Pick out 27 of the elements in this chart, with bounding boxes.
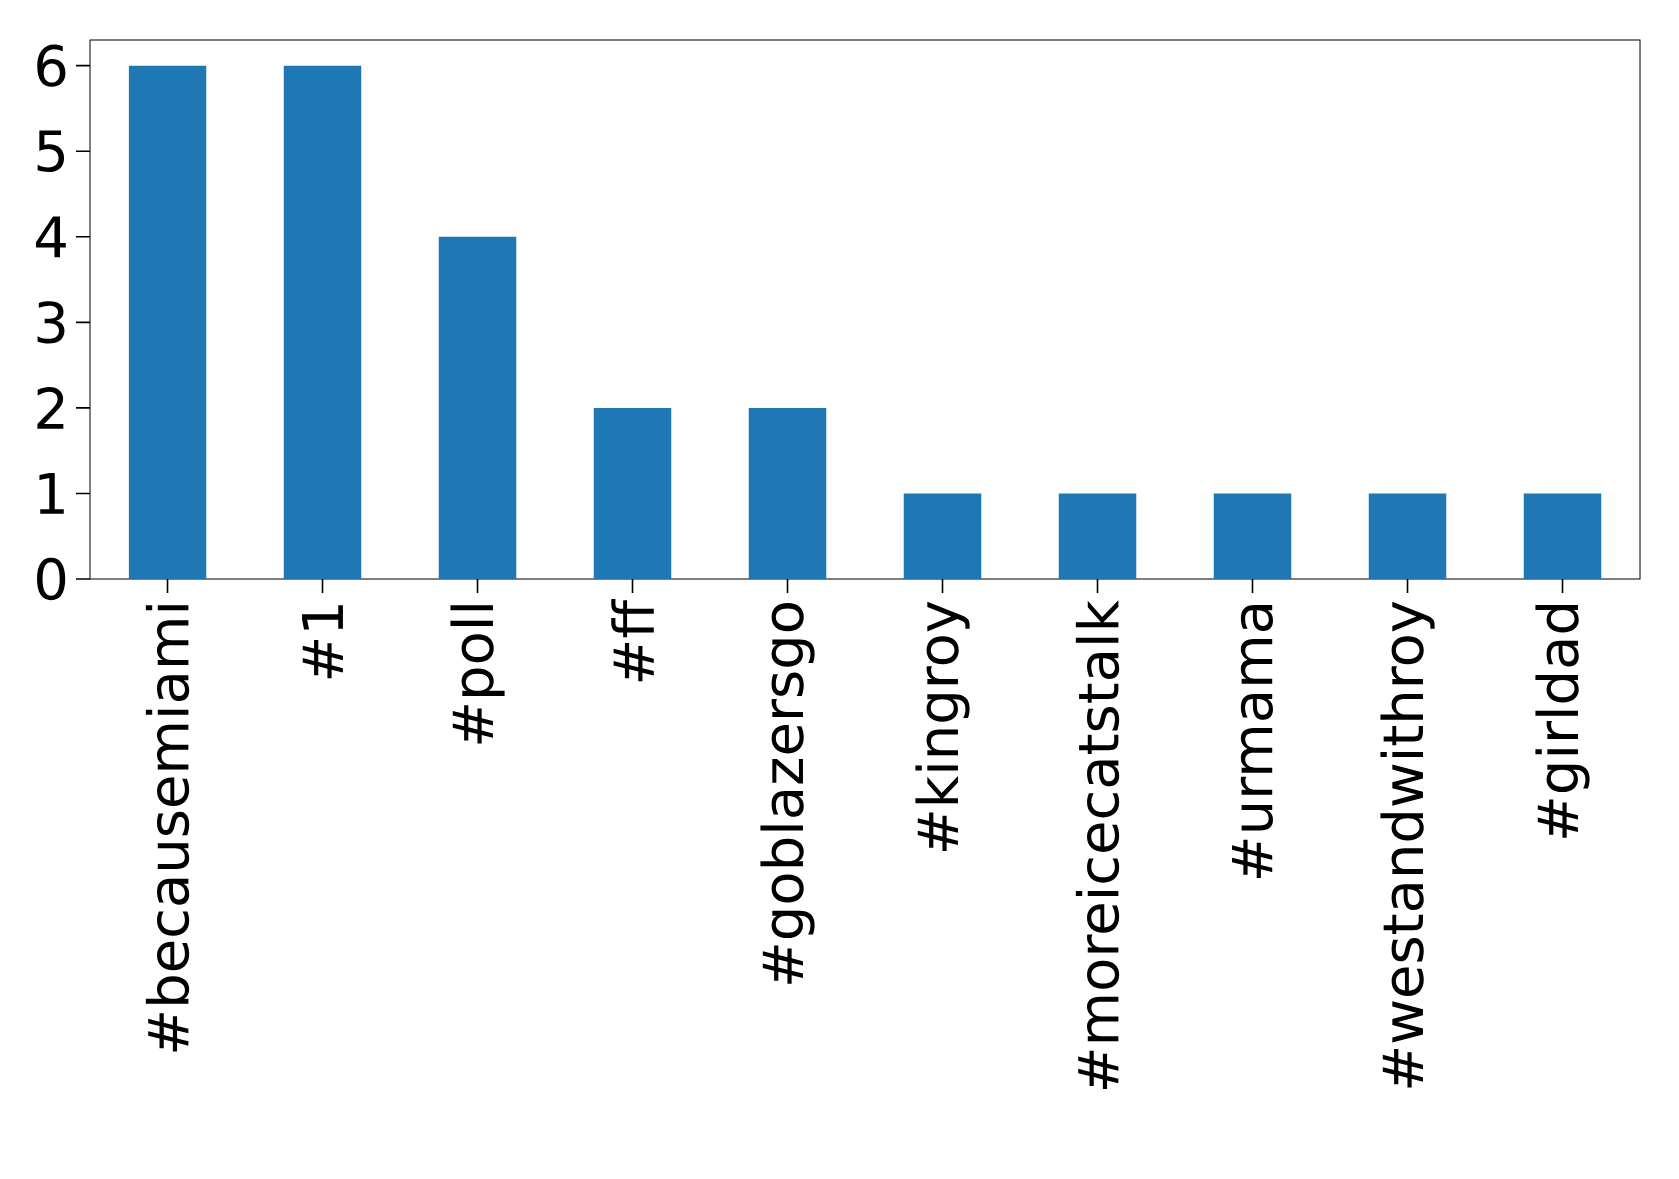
x-tick-label: #moreicecatstalk — [1075, 600, 1120, 1090]
x-tick-label: #kingroy — [915, 601, 970, 851]
bar — [438, 236, 517, 579]
x-tick-label: #westandwithroy — [1380, 601, 1435, 1088]
x-tick-label: #urmama — [1232, 605, 1273, 878]
y-tick-label: 3 — [37, 301, 65, 344]
x-tick-label: #poll — [450, 605, 505, 744]
y-tick-label: 0 — [37, 557, 66, 601]
bar — [748, 407, 827, 579]
x-tick-label: #girldad — [1535, 605, 1590, 838]
bar — [1213, 493, 1292, 579]
y-tick-label: 2 — [37, 387, 64, 429]
x-tick-label: #goblazersgo — [760, 603, 815, 984]
bar — [1058, 493, 1137, 579]
y-tick-label: 5 — [37, 130, 65, 173]
bar — [128, 65, 207, 579]
bar — [593, 407, 672, 579]
x-tick-label: #1 — [302, 605, 343, 679]
bar — [1523, 493, 1602, 579]
y-tick-label: 6 — [37, 44, 66, 87]
bar — [903, 493, 982, 579]
x-tick-label: #ff — [611, 599, 654, 682]
x-tick-label: #becausemiami — [145, 605, 190, 1052]
y-tick-label: 1 — [39, 473, 64, 514]
y-tick-label: 4 — [36, 216, 66, 258]
bar — [283, 65, 362, 579]
bar — [1368, 493, 1447, 579]
